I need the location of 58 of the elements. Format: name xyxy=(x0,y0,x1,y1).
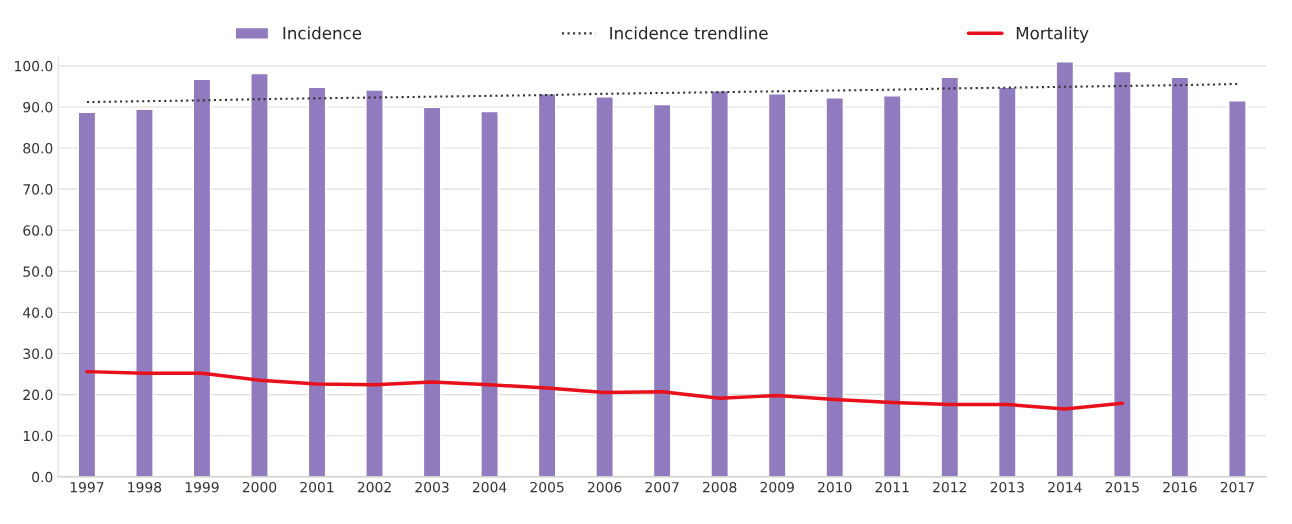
y-tick-label: 60.0 xyxy=(23,225,53,236)
legend-label: Incidence xyxy=(283,26,362,40)
x-tick-label: 2003 xyxy=(415,481,449,493)
x-tick-label: 2012 xyxy=(933,481,967,493)
bar xyxy=(710,90,729,477)
bar xyxy=(422,106,442,477)
line-series xyxy=(85,369,1125,411)
x-tick-label: 2015 xyxy=(1105,481,1139,493)
x-tick-label: 1998 xyxy=(128,481,162,493)
y-tick-label: 20.0 xyxy=(23,389,53,401)
bar xyxy=(595,95,614,477)
bar xyxy=(882,95,902,477)
x-tick-label: 2017 xyxy=(1220,481,1254,493)
y-tick-label: 100.0 xyxy=(15,60,53,72)
x-tick-label: 2013 xyxy=(990,481,1024,493)
x-tick-label: 1997 xyxy=(70,481,104,493)
y-tick-label: 70.0 xyxy=(23,184,53,195)
x-tick-label: 2004 xyxy=(472,481,507,493)
x-tick-label: 2008 xyxy=(703,481,737,493)
bar xyxy=(825,97,845,477)
x-tick-label: 2014 xyxy=(1048,481,1082,493)
bar xyxy=(1055,61,1075,477)
bar xyxy=(307,86,327,477)
bar xyxy=(997,86,1017,477)
x-tick-label: 2005 xyxy=(530,481,564,493)
y-tick-label: 40.0 xyxy=(23,307,53,318)
bar xyxy=(365,89,384,477)
bar xyxy=(1170,76,1190,477)
bar xyxy=(77,111,97,477)
bar xyxy=(940,76,960,477)
y-tick-label: 90.0 xyxy=(23,101,53,113)
bar xyxy=(1113,70,1132,477)
x-tick-label: 2006 xyxy=(587,481,622,493)
legend-label: Incidence trendline xyxy=(610,26,768,40)
bar xyxy=(537,93,557,477)
x-tick-label: 2010 xyxy=(818,481,852,493)
bar xyxy=(250,72,269,477)
y-tick-label: 80.0 xyxy=(23,143,53,154)
x-tick-label: 2001 xyxy=(300,481,334,493)
legend-label: Mortality xyxy=(1016,26,1089,43)
bar xyxy=(767,93,787,477)
x-tick-label: 2016 xyxy=(1163,481,1197,493)
bar xyxy=(192,78,212,477)
bar xyxy=(480,110,499,477)
x-tick-label: 2011 xyxy=(875,481,909,493)
x-tick-label: 2007 xyxy=(645,481,679,493)
y-tick-label: 0.0 xyxy=(32,471,53,483)
line-series xyxy=(85,82,1239,104)
x-tick-label: 1999 xyxy=(185,481,219,493)
bar xyxy=(1228,100,1247,477)
x-tick-label: 2002 xyxy=(357,481,391,493)
y-tick-label: 10.0 xyxy=(23,430,53,442)
bar xyxy=(652,103,672,477)
y-tick-label: 30.0 xyxy=(23,348,53,360)
x-tick-label: 2009 xyxy=(760,481,794,493)
x-tick-label: 2000 xyxy=(242,481,277,493)
bar xyxy=(135,108,154,477)
y-tick-label: 50.0 xyxy=(23,266,53,277)
